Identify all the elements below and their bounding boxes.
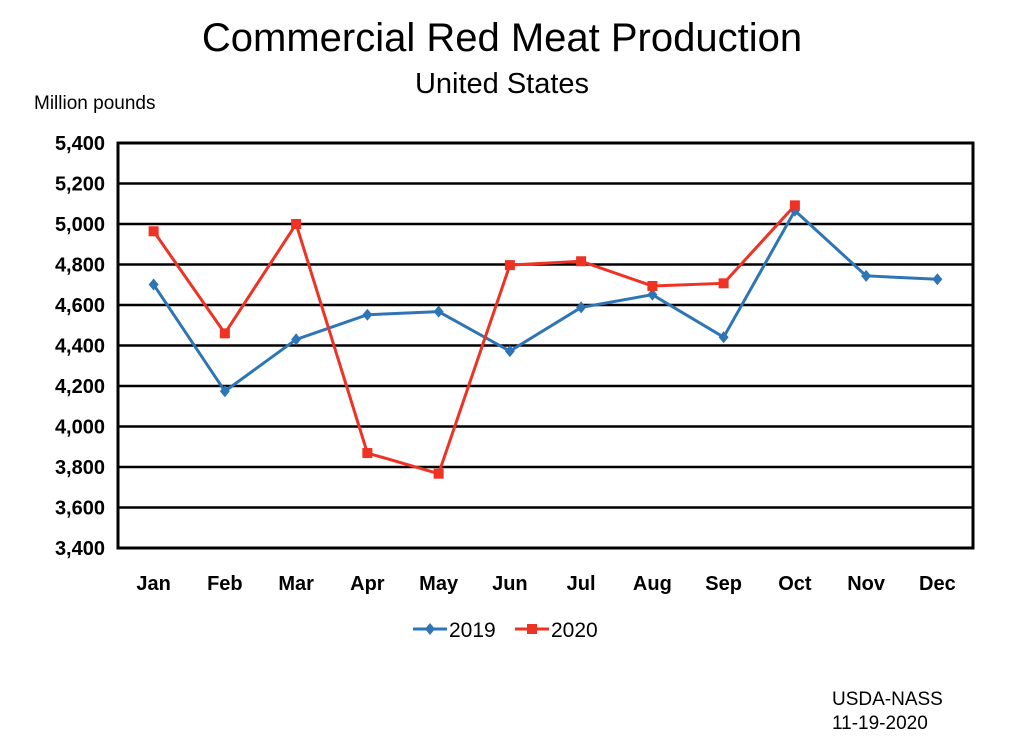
- x-tick-label: Feb: [207, 573, 243, 595]
- x-tick-label: Aug: [633, 573, 672, 595]
- x-tick-label: Jul: [567, 573, 596, 595]
- data-point-2019: [504, 345, 515, 358]
- series-line-2020: [152, 204, 796, 476]
- y-tick-label: 4,400: [55, 336, 105, 358]
- x-tick-label: Nov: [847, 573, 886, 595]
- data-point-2020: [576, 256, 587, 267]
- y-tick-label: 5,400: [55, 133, 105, 155]
- y-tick-label: 3,400: [55, 538, 105, 560]
- legend-marker-2020: [527, 624, 537, 634]
- x-tick-label: Oct: [778, 573, 812, 595]
- data-point-2019: [718, 331, 729, 344]
- legend-marker-2019: [425, 623, 435, 635]
- data-point-2020: [504, 260, 515, 271]
- y-tick-label: 3,600: [55, 498, 105, 520]
- data-point-2019: [433, 305, 444, 318]
- y-tick-label: 5,000: [55, 214, 105, 236]
- x-tick-label: Apr: [350, 573, 385, 595]
- data-point-2020: [362, 448, 373, 459]
- data-point-2019: [219, 385, 230, 398]
- data-point-2019: [362, 308, 373, 321]
- y-tick-label: 3,800: [55, 457, 105, 479]
- source-date: 11-19-2020: [832, 713, 928, 734]
- x-tick-label: Jun: [492, 573, 528, 595]
- chart-title: Commercial Red Meat Production: [201, 16, 803, 60]
- data-point-2019: [291, 333, 302, 346]
- x-tick-label: Jan: [136, 573, 170, 595]
- series-line-2019: [152, 208, 938, 394]
- data-point-2020: [148, 226, 159, 237]
- data-point-2019: [861, 269, 872, 282]
- chart-subtitle: United States: [414, 68, 590, 100]
- data-point-2020: [291, 219, 302, 229]
- y-tick-label: 4,600: [55, 295, 105, 317]
- legend-label: 2020: [551, 619, 598, 642]
- data-point-2019: [647, 288, 658, 301]
- data-point-2020: [433, 468, 444, 479]
- y-tick-label: 5,200: [55, 174, 105, 196]
- data-point-2019: [576, 301, 587, 314]
- y-axis-label: Million pounds: [34, 93, 156, 114]
- legend-label: 2019: [449, 619, 496, 642]
- y-tick-label: 4,200: [55, 376, 105, 398]
- y-tick-label: 4,800: [55, 255, 105, 277]
- data-point-2020: [789, 200, 800, 211]
- x-tick-label: Mar: [278, 573, 314, 595]
- data-point-2020: [219, 328, 230, 339]
- data-point-2019: [148, 278, 159, 291]
- data-point-2020: [647, 280, 658, 291]
- x-tick-label: May: [419, 573, 459, 595]
- y-tick-label: 4,000: [55, 417, 105, 439]
- source-org: USDA-NASS: [832, 689, 943, 710]
- x-tick-label: Dec: [919, 573, 956, 595]
- data-point-2019: [932, 273, 943, 286]
- x-tick-label: Sep: [705, 573, 742, 595]
- source-note: USDA-NASS 11-19-2020: [832, 688, 943, 736]
- data-point-2020: [718, 278, 729, 289]
